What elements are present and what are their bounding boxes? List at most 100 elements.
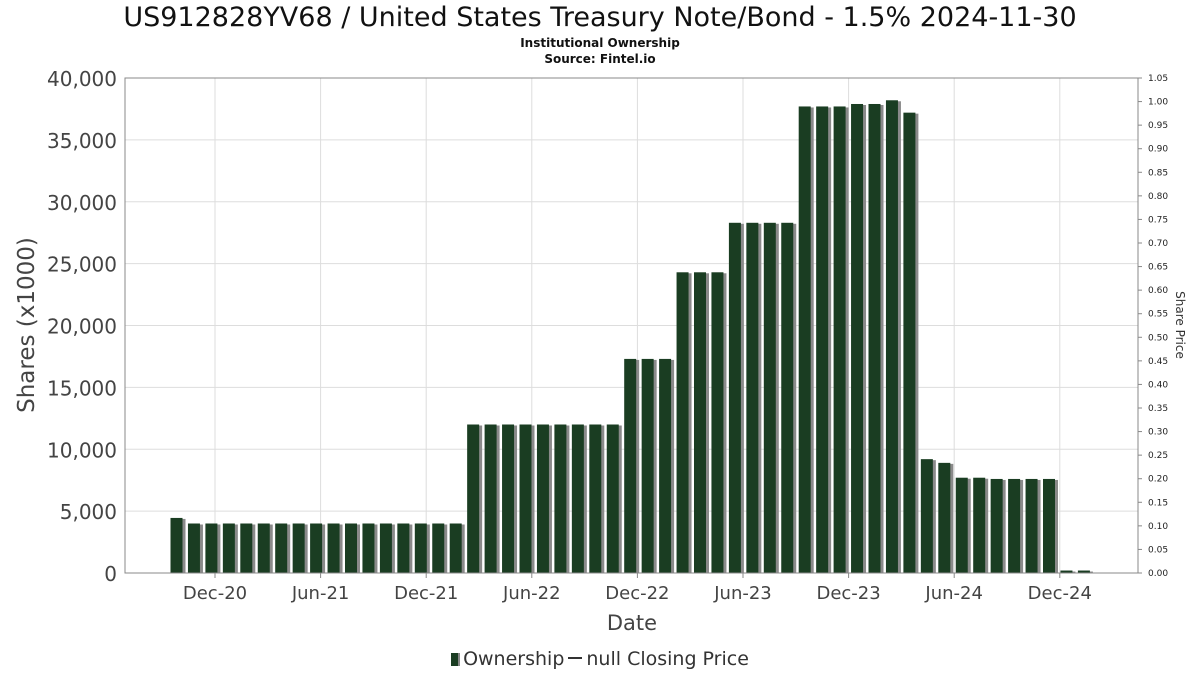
ownership-bar (414, 523, 427, 573)
y-tick-label: 5,000 (60, 500, 117, 524)
ownership-bar (606, 424, 619, 573)
ownership-bar (833, 106, 846, 574)
ownership-bar (990, 478, 1003, 573)
ownership-bar (1060, 570, 1073, 573)
y-tick-label: 30,000 (47, 191, 117, 215)
ownership-bar (292, 523, 305, 573)
y2-tick-label: 0.55 (1148, 310, 1168, 320)
ownership-bar (536, 424, 549, 573)
x-tick-label: Dec-22 (605, 583, 669, 604)
ownership-bar (589, 424, 602, 573)
chart-title: US912828YV68 / United States Treasury No… (123, 2, 1077, 33)
ownership-bar (170, 517, 183, 573)
ownership-bar (187, 523, 200, 573)
ownership-bar (222, 523, 235, 573)
ownership-bar (205, 523, 218, 573)
ownership-bar (379, 523, 392, 573)
y-tick-label: 15,000 (47, 376, 117, 400)
ownership-bar (955, 477, 968, 573)
ownership-bar (484, 424, 497, 573)
ownership-bar (571, 424, 584, 573)
plot-frame (124, 77, 1139, 574)
y2-tick-label: 0.35 (1148, 404, 1168, 414)
ownership-bar (676, 272, 689, 573)
price-legend-label: null Closing Price (586, 648, 749, 670)
ownership-bar (1077, 570, 1090, 573)
y2-tick-label: 0.05 (1148, 545, 1168, 555)
ownership-bar (711, 272, 724, 573)
axis-layer: 0 5,000 10,000 15,000 20,000 25,000 30,000 35,0… (47, 67, 1168, 604)
y2-tick-label: 0.90 (1148, 145, 1168, 155)
ownership-bar (397, 523, 410, 573)
y-tick-label: 0 (104, 562, 117, 586)
ownership-bar (763, 222, 776, 573)
y2-tick-label: 0.80 (1148, 192, 1168, 202)
ownership-legend-label: Ownership (463, 648, 565, 670)
bar-layer (170, 100, 1093, 574)
y2-tick-label: 0.30 (1148, 428, 1168, 438)
y-axis-label: Shares (x1000) (14, 237, 40, 413)
x-tick-label: Dec-24 (1028, 583, 1092, 604)
ownership-bar (502, 424, 515, 573)
ownership-bar (275, 523, 288, 573)
ownership-bar (903, 112, 916, 574)
y2-tick-label: 0.20 (1148, 475, 1168, 485)
ownership-bar (240, 523, 253, 573)
chart-source: Source: Fintel.io (544, 52, 656, 66)
y2-tick-label: 0.45 (1148, 357, 1168, 367)
x-tick-label: Jun-23 (713, 583, 772, 604)
ownership-bar (973, 477, 986, 573)
y2-tick-label: 0.10 (1148, 522, 1168, 532)
y2-tick-label: 1.05 (1148, 74, 1168, 84)
ownership-bar (816, 106, 829, 574)
y-tick-label: 20,000 (47, 315, 117, 339)
y2-tick-label: 0.50 (1148, 333, 1168, 343)
price-legend-line (568, 657, 583, 659)
x-tick-label: Dec-21 (394, 583, 458, 604)
ownership-bar (728, 222, 741, 573)
ownership-bar (868, 103, 881, 574)
y2-axis-label: Share Price (1173, 291, 1187, 359)
ownership-bar (694, 272, 706, 573)
ownership-bar (641, 358, 654, 573)
ownership-bar (920, 459, 933, 573)
ownership-bar (327, 523, 340, 573)
y2-tick-label: 0.65 (1148, 263, 1168, 273)
ownership-bar (781, 222, 794, 573)
ownership-bar (432, 523, 445, 573)
ownership-bar (938, 462, 951, 573)
ownership-bar (798, 106, 811, 574)
ownership-bar (362, 523, 375, 573)
y2-tick-label: 0.85 (1148, 168, 1168, 178)
x-tick-label: Dec-23 (816, 583, 880, 604)
y2-tick-label: 0.70 (1148, 239, 1168, 249)
x-axis-label: Date (607, 611, 657, 635)
y-tick-label: 25,000 (47, 253, 117, 277)
x-tick-label: Jun-22 (502, 583, 561, 604)
ownership-bar (310, 523, 323, 573)
ownership-bar (449, 523, 462, 573)
x-tick-label: Jun-21 (291, 583, 350, 604)
y2-tick-label: 0.00 (1148, 569, 1168, 579)
ownership-bar (851, 103, 864, 574)
ownership-bar (554, 424, 567, 573)
ownership-legend-swatch (451, 653, 461, 666)
ownership-bar (659, 358, 672, 573)
ownership-bar (1025, 478, 1038, 573)
legend: Ownership null Closing Price (0, 648, 1200, 670)
y2-tick-label: 0.95 (1148, 121, 1168, 131)
y2-tick-label: 0.25 (1148, 451, 1168, 461)
ownership-bar (257, 523, 270, 573)
y2-tick-label: 1.00 (1148, 98, 1168, 108)
y2-tick-label: 0.75 (1148, 215, 1168, 225)
x-tick-label: Dec-20 (183, 583, 247, 604)
y-tick-label: 40,000 (47, 67, 117, 91)
ownership-bar (519, 424, 532, 573)
ownership-bar (1008, 478, 1021, 573)
y-tick-label: 10,000 (47, 438, 117, 462)
ownership-bar (885, 100, 898, 574)
ownership-bar (624, 358, 637, 573)
ownership-bar (345, 523, 357, 573)
ownership-bar (467, 424, 480, 573)
